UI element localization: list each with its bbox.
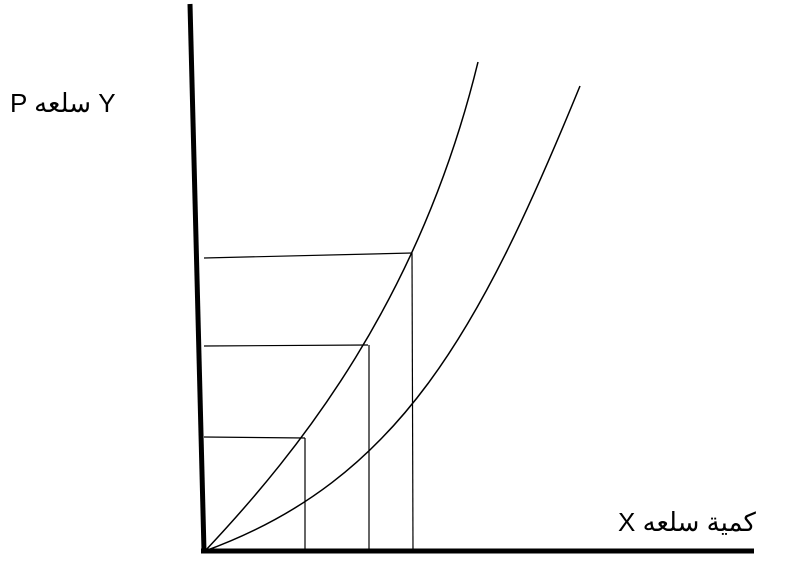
guide-horizontal-high	[203, 252, 413, 259]
guide-horizontal-mid	[203, 344, 369, 347]
curve-flat	[204, 85, 581, 552]
y-axis	[187, 3, 207, 552]
y-axis-label: P سلعه Y	[10, 88, 116, 118]
curve-steep	[204, 61, 479, 552]
x-axis-label: كمية سلعه X	[618, 507, 756, 537]
guide-horizontal-low	[203, 436, 306, 439]
guide-vertical-high	[411, 252, 414, 552]
